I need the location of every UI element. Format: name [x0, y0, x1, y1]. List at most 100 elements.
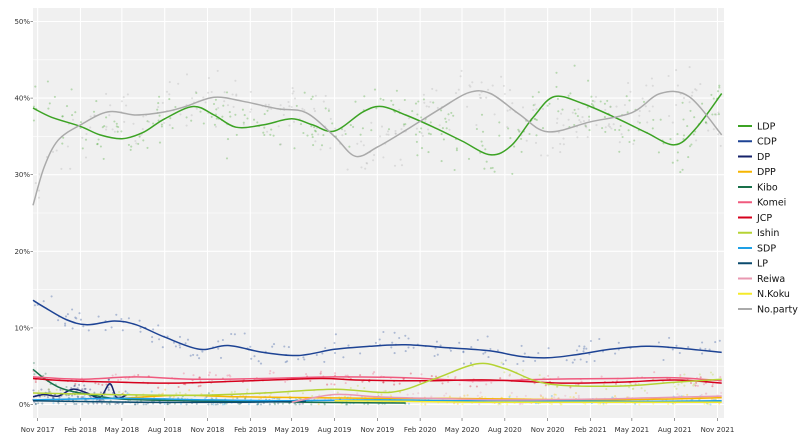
data-point — [682, 138, 685, 141]
data-point — [399, 158, 402, 161]
data-point — [671, 121, 674, 124]
data-point — [256, 121, 259, 124]
data-point — [454, 375, 457, 378]
data-point — [139, 326, 142, 330]
data-point — [214, 98, 217, 101]
data-point — [565, 359, 568, 362]
data-point — [359, 374, 362, 377]
data-point — [603, 102, 606, 105]
data-point — [76, 395, 79, 398]
data-point — [233, 390, 236, 393]
data-point — [686, 393, 689, 396]
data-point — [455, 149, 458, 152]
data-point — [608, 125, 612, 128]
data-point — [710, 398, 713, 401]
series-line-lp — [32, 399, 307, 404]
data-point — [642, 100, 646, 103]
data-point — [142, 139, 145, 142]
data-point — [431, 87, 434, 90]
data-point — [715, 113, 718, 116]
data-point — [434, 375, 438, 378]
data-point — [117, 402, 120, 405]
data-point — [142, 403, 145, 406]
data-point — [134, 403, 137, 406]
data-point — [540, 395, 543, 398]
data-point — [324, 94, 327, 97]
data-point — [315, 353, 318, 357]
data-point — [160, 123, 163, 126]
data-point — [676, 159, 679, 162]
data-point — [559, 403, 562, 406]
data-point — [504, 359, 507, 362]
data-point — [705, 122, 708, 125]
data-point — [434, 347, 437, 350]
data-point — [574, 392, 578, 395]
data-point — [97, 383, 100, 386]
data-point — [590, 102, 593, 106]
data-point — [107, 388, 110, 391]
data-point — [633, 139, 636, 142]
data-point — [628, 140, 631, 144]
data-point — [32, 105, 35, 108]
data-point — [376, 392, 379, 395]
data-point — [214, 374, 217, 377]
data-point — [675, 69, 678, 72]
data-point — [107, 386, 110, 389]
data-point — [171, 127, 174, 130]
data-point — [323, 403, 326, 406]
data-point — [640, 387, 643, 390]
data-point — [57, 319, 60, 322]
data-point — [311, 95, 314, 98]
data-point — [264, 103, 267, 106]
data-point — [544, 384, 547, 387]
data-point — [73, 385, 76, 388]
data-point — [595, 124, 598, 127]
data-point — [597, 402, 600, 405]
data-point — [51, 396, 55, 399]
data-point — [720, 391, 723, 394]
data-point — [585, 126, 588, 129]
data-point — [441, 382, 444, 385]
data-point — [673, 385, 676, 388]
data-point — [301, 392, 304, 395]
data-point — [300, 402, 303, 405]
data-point — [629, 90, 632, 93]
data-point — [343, 129, 346, 132]
data-point — [612, 123, 615, 126]
data-point — [185, 116, 188, 119]
data-point — [235, 93, 238, 96]
data-point — [480, 140, 483, 143]
data-point — [619, 124, 622, 128]
data-point — [321, 352, 324, 355]
data-point — [313, 129, 317, 132]
data-point — [604, 126, 607, 129]
data-point — [429, 133, 432, 136]
data-point — [671, 161, 674, 164]
data-point — [669, 138, 672, 141]
data-point — [686, 125, 689, 128]
data-point — [152, 328, 155, 331]
data-point — [215, 117, 218, 120]
data-point — [235, 94, 238, 97]
data-point — [586, 106, 589, 109]
data-point — [97, 315, 100, 318]
data-point — [119, 378, 122, 381]
data-point — [268, 403, 271, 406]
data-point — [81, 403, 84, 406]
legend-label: DP — [757, 152, 770, 163]
data-point — [440, 133, 443, 136]
data-point — [366, 162, 369, 165]
data-point — [295, 104, 298, 107]
data-point — [195, 91, 198, 95]
data-point — [480, 81, 483, 84]
data-point — [81, 388, 84, 391]
data-point — [126, 392, 129, 395]
data-point — [262, 131, 265, 134]
data-point — [157, 119, 160, 122]
data-point — [161, 392, 164, 395]
data-point — [448, 128, 451, 131]
data-point — [266, 109, 269, 112]
legend: LDP CDP DP DPP Kibo Komei JCP Ishin SDP LP Reiwa N.… — [738, 121, 798, 315]
data-point — [705, 392, 708, 395]
data-point — [42, 300, 45, 303]
